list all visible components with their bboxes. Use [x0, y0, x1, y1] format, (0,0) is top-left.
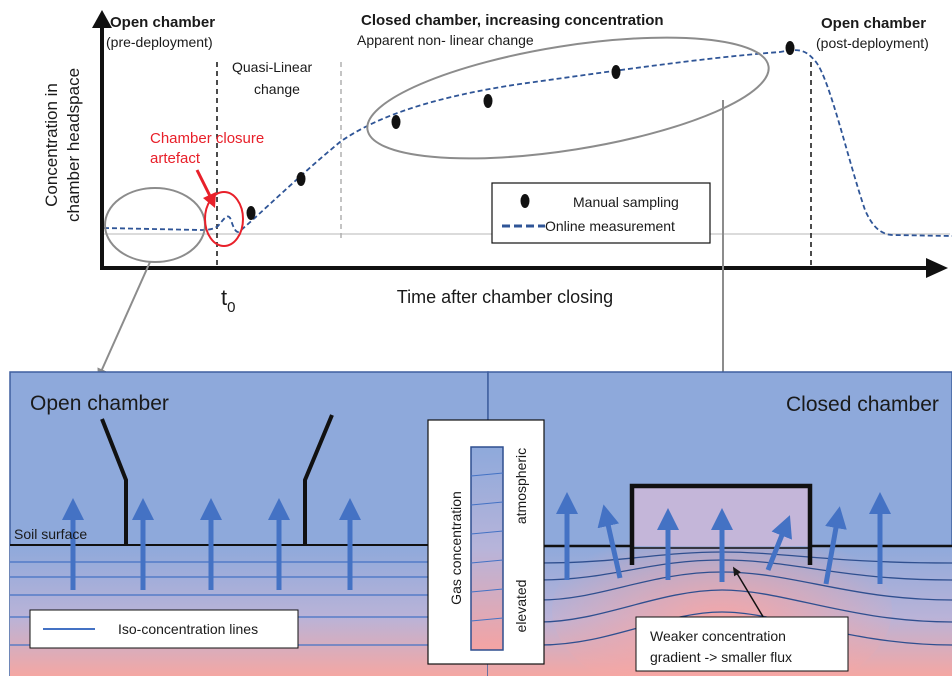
legend-manual-label: Manual sampling [573, 194, 679, 210]
manual-sample-point [391, 115, 401, 129]
quasi-linear-label-1: Quasi-Linear [232, 59, 312, 75]
legend-box [491, 182, 711, 244]
flux-arrow [597, 504, 623, 579]
x-axis-label: Time after chamber closing [397, 287, 613, 307]
open-panel-title: Open chamber [30, 392, 169, 415]
gas-scale-title: Gas concentration [448, 491, 464, 605]
iso-lines-legend-label: Iso-concentration lines [118, 621, 258, 637]
closed-flux-arrows [556, 492, 891, 585]
open-post-title: Open chamber [821, 15, 926, 32]
manual-sample-point [483, 94, 493, 108]
graph-legend: Manual sampling Online measurement [491, 182, 711, 244]
weaker-gradient-label-1: Weaker concentration [650, 628, 786, 644]
y-axis-label-1: Concentration in [42, 83, 61, 207]
open-pre-title: Open chamber [110, 14, 215, 31]
nonlinear-highlight [366, 36, 770, 160]
y-axis-arrowhead [92, 10, 112, 28]
open-pre-subtitle: (pre-deployment) [106, 34, 213, 50]
open-flux-arrows [62, 498, 361, 590]
closed-chamber-subtitle: Apparent non- linear change [357, 32, 534, 48]
manual-sample-point [296, 172, 306, 186]
gas-scale-bottom-label: elevated [513, 580, 529, 633]
legend-manual-marker [520, 194, 530, 208]
weaker-gradient-label-2: gradient -> smaller flux [650, 649, 792, 665]
gas-concentration-scale: Gas concentration atmospheric elevated [427, 419, 545, 665]
weaker-gradient-callout-arrow [732, 566, 766, 621]
artefact-label-2: artefact [150, 150, 201, 167]
open-connector-arrow [97, 261, 151, 379]
t0-label: t0 [221, 285, 235, 316]
time-series-graph: Concentration in chamber headspace Time … [42, 10, 952, 395]
gas-scale-bar [470, 446, 504, 651]
online-measurement-curve [103, 49, 952, 237]
quasi-linear-label-2: change [254, 81, 300, 97]
closed-chamber-title: Closed chamber, increasing concentration [361, 12, 664, 29]
artefact-highlight [204, 191, 244, 247]
gas-scale-top-label: atmospheric [513, 448, 529, 524]
open-post-subtitle: (post-deployment) [816, 35, 929, 51]
open-chamber-right-wall [303, 414, 334, 545]
flux-arrow [765, 515, 792, 571]
artefact-label-1: Chamber closure [150, 130, 264, 147]
manual-sample-point [611, 65, 621, 79]
manual-sample-point [785, 41, 795, 55]
soil-surface-label: Soil surface [14, 526, 87, 542]
manual-sample-point [246, 206, 256, 220]
closed-chamber-panel: Closed chamber Weaker concentration grad… [487, 371, 952, 676]
flux-arrow [823, 506, 847, 585]
open-chamber-left-wall [100, 418, 128, 545]
closed-chamber-walls [629, 483, 813, 565]
pre-deployment-highlight [104, 187, 206, 263]
open-chamber-panel: Open chamber Soil surface Iso-concentrat… [9, 371, 489, 676]
legend-online-label: Online measurement [545, 218, 675, 234]
y-axis-label-2: chamber headspace [64, 68, 83, 222]
closed-panel-title: Closed chamber [786, 393, 939, 416]
artefact-arrowhead [203, 192, 216, 208]
weaker-gradient-callout-box [635, 616, 849, 672]
gas-scale-ticks [470, 472, 504, 622]
x-axis-arrowhead [926, 258, 948, 278]
